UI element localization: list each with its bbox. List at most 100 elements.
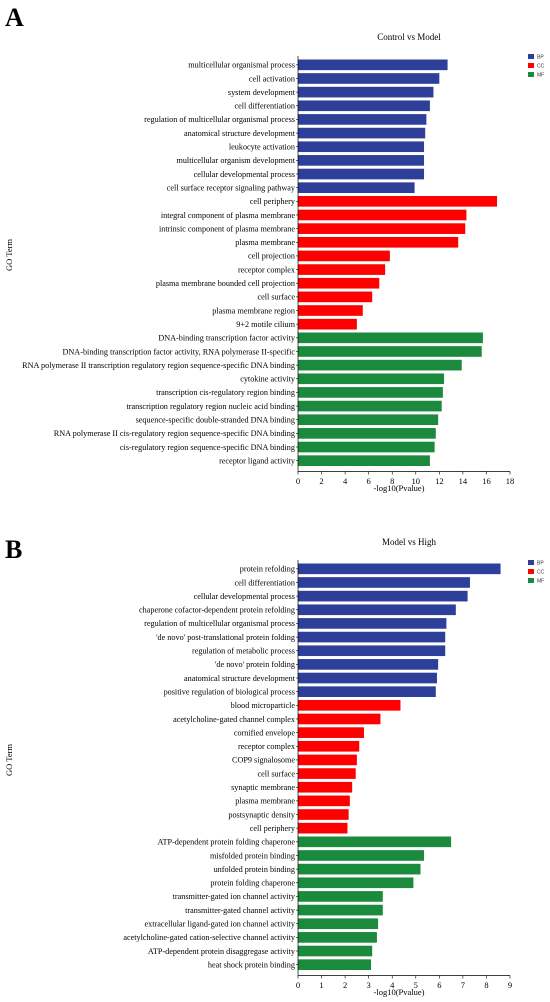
category-label: DNA-binding transcription factor activit…: [158, 334, 296, 343]
bar: [298, 59, 448, 71]
category-label: plasma membrane: [235, 238, 295, 247]
category-label: acetylcholine-gated cation-selective cha…: [123, 933, 296, 942]
chart-model-vs-high: Model vs High GO Term protein refolding cel…: [4, 537, 545, 997]
x-tick-label: 4: [390, 980, 395, 990]
category-label: anatomical structure development: [184, 674, 296, 683]
category-label: multicellular organismal process: [188, 61, 295, 70]
bar: [298, 127, 426, 139]
category-label: transcription cis-regulatory region bind…: [156, 388, 295, 397]
x-tick-label: 6: [367, 476, 371, 486]
bar: [298, 659, 439, 670]
x-tick-label: 14: [459, 476, 468, 486]
bar: [298, 428, 436, 439]
bar: [298, 863, 421, 875]
bar: [298, 223, 466, 234]
category-label: RNA polymerase II transcription regulato…: [22, 361, 295, 370]
bar: [298, 836, 452, 848]
bar: [298, 891, 383, 902]
category-label: receptor complex: [238, 265, 295, 274]
x-tick-label: 12: [435, 476, 444, 486]
category-label: transcription regulatory region nucleic …: [127, 402, 295, 411]
category-label: anatomical structure development: [184, 129, 296, 138]
bar: [298, 918, 379, 930]
bar: [298, 250, 390, 262]
category-label: misfolded protein binding: [210, 851, 295, 860]
bar: [298, 577, 470, 588]
bar: [298, 73, 440, 84]
bar: [298, 291, 373, 303]
bar: [298, 346, 482, 357]
category-label: blood microparticle: [231, 701, 296, 710]
bar: [298, 155, 425, 166]
category-label: protein refolding: [240, 565, 295, 574]
bar: [298, 236, 459, 248]
legend-swatch: [528, 54, 534, 59]
bar: [298, 877, 414, 889]
bar: [298, 727, 364, 738]
bar: [298, 904, 383, 916]
bar: [298, 114, 427, 125]
bar: [298, 86, 434, 98]
category-label: cellular developmental process: [194, 592, 295, 601]
x-tick-label: 8: [484, 980, 488, 990]
chart-title: Model vs High: [382, 537, 437, 547]
x-tick-label: 0: [296, 476, 300, 486]
bar: [298, 822, 348, 834]
bar: [298, 455, 430, 466]
category-label: receptor ligand activity: [219, 456, 296, 465]
category-label: cell surface receptor signaling pathway: [167, 183, 296, 192]
bar: [298, 604, 456, 616]
bar: [298, 618, 447, 629]
legend-swatch: [528, 63, 534, 68]
category-label: RNA polymerase II cis-regulatory region …: [54, 429, 295, 438]
category-label: receptor complex: [238, 742, 295, 751]
category-label: cell differentiation: [234, 102, 295, 111]
bar: [298, 100, 430, 112]
bar: [298, 959, 372, 970]
panel-letter-a: A: [5, 3, 24, 32]
category-label: cellular developmental process: [194, 170, 295, 179]
category-label: cell differentiation: [234, 578, 295, 587]
chart-control-vs-model: Control vs Model GO Term multicellular org…: [4, 32, 545, 493]
panel-letter-b: B: [5, 535, 22, 564]
chart-title: Control vs Model: [377, 32, 441, 42]
x-tick-label: 7: [461, 980, 465, 990]
x-tick-label: 0: [296, 980, 300, 990]
x-tick-label: 10: [412, 476, 421, 486]
bar: [298, 182, 415, 193]
x-tick-label: 6: [437, 980, 441, 990]
category-label: cytokine activity: [240, 375, 296, 384]
category-label: synaptic membrane: [231, 783, 295, 792]
category-label: system development: [228, 88, 296, 97]
category-label: cell periphery: [250, 197, 296, 206]
x-tick-label: 16: [482, 476, 491, 486]
category-label: 'de novo' protein folding: [215, 660, 295, 669]
x-tick-label: 18: [506, 476, 515, 486]
category-label: ATP-dependent protein folding chaperone: [157, 838, 295, 847]
category-label: postsynaptic density: [228, 810, 296, 819]
legend-swatch: [528, 560, 534, 565]
legend-label: CC: [537, 64, 545, 70]
legend-label: CC: [537, 570, 545, 576]
category-label: extracellular ligand-gated ion channel a…: [145, 920, 296, 929]
bar: [298, 209, 467, 221]
legend-swatch: [528, 578, 534, 583]
category-label: regulation of metabolic process: [192, 647, 295, 656]
category-label: regulation of multicellular organismal p…: [144, 619, 295, 628]
category-label: chaperone cofactor-dependent protein ref…: [139, 606, 295, 615]
bar: [298, 441, 435, 453]
category-label: leukocyte activation: [229, 143, 295, 152]
x-axis-label: -log10(Pvalue): [374, 987, 425, 997]
bar: [298, 932, 377, 943]
y-axis-label: GO Term: [4, 744, 14, 776]
category-label: unfolded protein binding: [214, 865, 295, 874]
category-label: intrinsic component of plasma membrane: [159, 224, 295, 233]
bar: [298, 850, 425, 861]
bar: [298, 141, 425, 153]
bar: [298, 400, 442, 412]
category-label: transmitter-gated ion channel activity: [173, 892, 296, 901]
bar: [298, 686, 436, 697]
bar: [298, 196, 498, 207]
bar: [298, 672, 437, 684]
